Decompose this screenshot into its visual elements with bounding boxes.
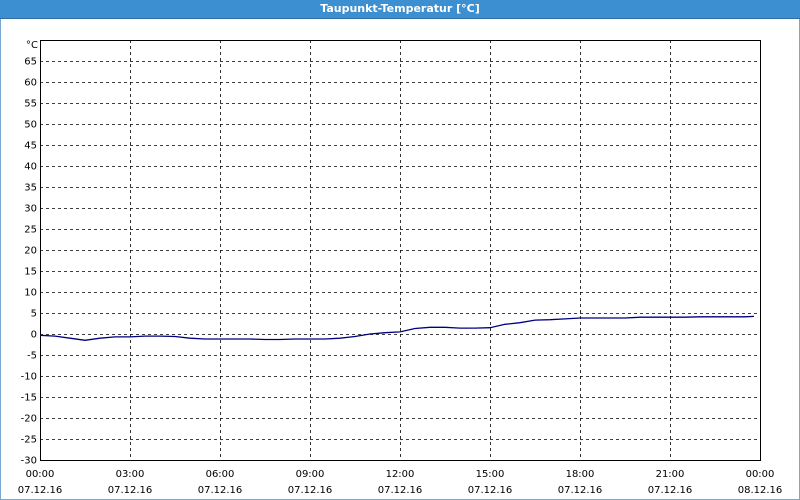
y-tick-label: 65 xyxy=(24,57,37,68)
x-tick-time-label: 09:00 xyxy=(296,469,325,480)
y-tick-label: 5 xyxy=(31,309,37,320)
x-tick-date-label: 08.12.16 xyxy=(738,485,783,496)
x-tick-time-label: 12:00 xyxy=(386,469,415,480)
x-tick-time-label: 00:00 xyxy=(26,469,55,480)
y-tick-label: 40 xyxy=(24,162,37,173)
x-tick-date-label: 07.12.16 xyxy=(648,485,693,496)
x-tick-date-label: 07.12.16 xyxy=(558,485,603,496)
y-tick-label: -5 xyxy=(27,351,37,362)
x-tick-time-label: 15:00 xyxy=(476,469,505,480)
y-tick-label: 25 xyxy=(24,225,37,236)
y-tick-label: -25 xyxy=(21,435,37,446)
x-tick-date-label: 07.12.16 xyxy=(198,485,243,496)
x-tick-time-label: 21:00 xyxy=(656,469,685,480)
x-tick-date-label: 07.12.16 xyxy=(288,485,333,496)
x-tick-time-label: 18:00 xyxy=(566,469,595,480)
x-tick-date-label: 07.12.16 xyxy=(378,485,423,496)
x-tick-date-label: 07.12.16 xyxy=(108,485,153,496)
y-tick-label: 55 xyxy=(24,99,37,110)
y-tick-label: -15 xyxy=(21,393,37,404)
y-tick-label: -10 xyxy=(21,372,37,383)
y-tick-label: 0 xyxy=(31,330,37,341)
y-axis-unit-label: °C xyxy=(26,40,38,51)
y-tick-label: 20 xyxy=(24,246,37,257)
y-tick-label: 10 xyxy=(24,288,37,299)
chart-title: Taupunkt-Temperatur [°C] xyxy=(320,2,480,15)
y-tick-label: 50 xyxy=(24,120,37,131)
y-axis-ticks: 65605550454035302520151050-5-10-15-20-25… xyxy=(21,57,37,467)
y-tick-label: 15 xyxy=(24,267,37,278)
y-tick-label: 60 xyxy=(24,78,37,89)
x-axis-ticks: 00:00 07.12.16 03:00 07.12.16 06:00 07.12.16 0… xyxy=(18,469,783,496)
y-tick-label: 45 xyxy=(24,141,37,152)
series-line-dew-point xyxy=(39,315,755,341)
x-tick-date-label: 07.12.16 xyxy=(18,485,63,496)
x-tick-time-label: 03:00 xyxy=(116,469,145,480)
y-tick-label: -30 xyxy=(21,456,37,467)
plot-area-border xyxy=(40,40,761,461)
y-tick-label: 35 xyxy=(24,183,37,194)
x-tick-time-label: 06:00 xyxy=(206,469,235,480)
x-tick-date-label: 07.12.16 xyxy=(468,485,513,496)
grid-lines xyxy=(40,40,760,460)
y-tick-label: -20 xyxy=(21,414,37,425)
y-tick-label: 30 xyxy=(24,204,37,215)
x-tick-time-label: 00:00 xyxy=(746,469,775,480)
title-bar: Taupunkt-Temperatur [°C] xyxy=(0,0,800,19)
